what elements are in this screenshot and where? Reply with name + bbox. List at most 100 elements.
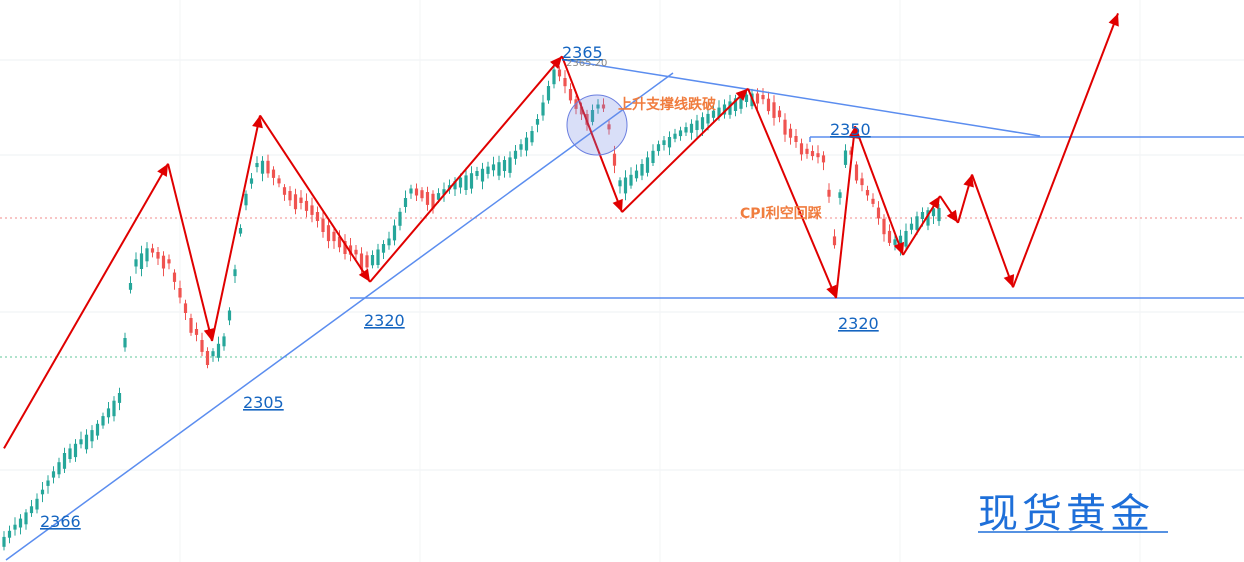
break-circle [566, 94, 628, 156]
candle-body-52 [288, 191, 292, 201]
candle-body-163 [898, 235, 903, 249]
candle-body-99 [546, 86, 551, 101]
candle-body-118 [651, 150, 655, 163]
candle-body-60 [332, 231, 336, 242]
candle-body-27 [150, 248, 155, 253]
candle-body-31 [172, 272, 177, 282]
candle-body-79 [436, 193, 441, 200]
candle-body-100 [552, 69, 556, 85]
label-2350: 2350 [830, 120, 871, 139]
path-arrowhead-13 [1003, 274, 1015, 288]
candle-body-144 [794, 136, 798, 142]
candle-body-18 [101, 416, 105, 426]
candle-body-125 [689, 123, 694, 133]
candle-body-129 [711, 110, 716, 118]
candle-body-41 [227, 310, 232, 321]
candle-body-35 [194, 329, 199, 335]
candle-body-145 [799, 143, 804, 155]
descending-resistance-line [564, 59, 1041, 137]
path-arrowhead-8 [848, 126, 860, 139]
candle-body-61 [337, 236, 342, 248]
candle-body-53 [293, 194, 298, 210]
label-2320-a: 2320 [364, 311, 405, 330]
candle-body-20 [112, 400, 116, 417]
candle-body-152 [838, 192, 842, 198]
candle-body-26 [145, 248, 149, 262]
candle-body-33 [183, 303, 188, 313]
candle-body-37 [205, 351, 210, 365]
candle-body-39 [216, 343, 221, 358]
candle-body-120 [662, 140, 666, 145]
candle-body-114 [629, 174, 633, 186]
candle-body-29 [161, 255, 166, 269]
candle-body-97 [535, 119, 540, 125]
candle-body-70 [387, 238, 391, 246]
candle-body-147 [810, 151, 815, 157]
candle-body-134 [739, 95, 743, 109]
candle-body-55 [304, 200, 309, 211]
candle-body-166 [915, 216, 919, 230]
candle-body-160 [882, 218, 886, 235]
candle-body-62 [343, 241, 347, 254]
candle-body-19 [106, 408, 111, 418]
path-arrowhead-2 [252, 115, 263, 129]
candle-body-167 [920, 212, 925, 219]
candle-body-87 [480, 168, 485, 182]
path-arrowhead-9 [893, 241, 904, 255]
candle-body-88 [486, 166, 490, 174]
candle-body-110 [607, 124, 611, 130]
candle-body-119 [656, 144, 661, 152]
candle-body-72 [398, 211, 402, 226]
candle-body-158 [871, 198, 875, 204]
candle-body-59 [326, 225, 331, 242]
note-cpi: CPI利空回踩 [740, 205, 822, 222]
candle-body-127 [700, 117, 705, 130]
candle-body-159 [876, 207, 881, 219]
path-segment-3 [259, 114, 371, 283]
label-start-low: 2366 [40, 512, 81, 531]
path-arrowhead-10 [929, 196, 940, 210]
candle-body-149 [821, 155, 826, 163]
path-arrowhead-5 [612, 198, 623, 213]
candle-body-116 [640, 164, 644, 176]
path-arrowhead-7 [826, 284, 837, 298]
candle-body-137 [755, 93, 760, 104]
candle-body-54 [299, 197, 303, 203]
candle-body-140 [772, 102, 776, 118]
candle-body-84 [464, 175, 468, 190]
candle-body-101 [557, 69, 562, 77]
candle-body-38 [211, 351, 215, 357]
candle-body-10 [57, 462, 61, 475]
candle-body-34 [189, 318, 193, 333]
path-segment-7 [747, 88, 837, 299]
candle-body-138 [761, 95, 765, 100]
path-segment-6 [621, 87, 749, 213]
candle-body-56 [310, 205, 314, 215]
forecast-path [3, 13, 1119, 449]
candle-body-42 [233, 269, 237, 277]
candle-body-77 [425, 192, 430, 205]
candle-body-13 [73, 443, 78, 458]
label-2305: 2305 [243, 393, 284, 412]
candle-body-64 [354, 249, 358, 255]
candle-body-7 [40, 489, 45, 495]
candle-body-83 [458, 177, 463, 188]
candle-body-96 [530, 131, 534, 143]
candle-body-115 [634, 170, 639, 179]
candle-body-21 [117, 393, 122, 403]
candle-body-0 [2, 536, 6, 547]
candle-body-146 [805, 148, 809, 154]
candle-body-155 [854, 164, 859, 181]
candle-body-133 [733, 98, 738, 111]
path-segment-9 [854, 125, 904, 256]
candle-body-139 [766, 98, 771, 112]
note-support-break: 上升支撑线跌破 [618, 96, 716, 113]
candle-body-67 [370, 255, 375, 266]
path-segment-0 [3, 163, 169, 449]
candle-body-3 [18, 518, 23, 528]
candles [2, 64, 941, 551]
candle-body-4 [24, 512, 28, 525]
candle-body-126 [695, 120, 699, 130]
candle-body-107 [590, 110, 595, 122]
label-2320-b: 2320 [838, 314, 879, 333]
